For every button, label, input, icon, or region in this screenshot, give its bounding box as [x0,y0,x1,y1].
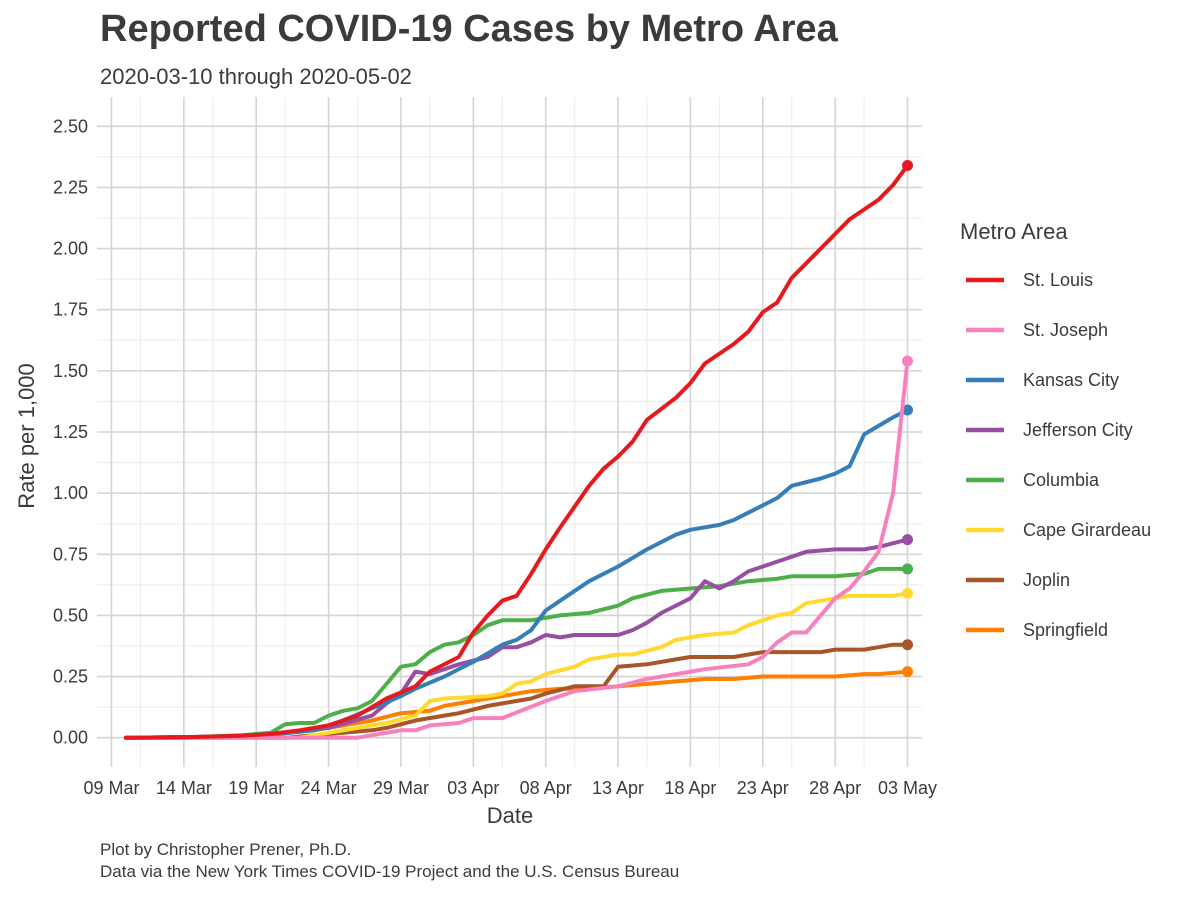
x-tick-label: 14 Mar [156,778,212,798]
legend-title: Metro Area [960,219,1068,244]
y-tick-label: 2.25 [53,177,88,197]
x-tick-label: 09 Mar [83,778,139,798]
series-endpoint-springfield [902,666,914,678]
series-line-st-joseph [123,359,910,740]
legend-label-columbia: Columbia [1023,470,1100,490]
x-tick-label: 28 Apr [809,778,861,798]
series-endpoint-columbia [902,563,914,575]
y-tick-label: 2.50 [53,116,88,136]
legend-label-cape-girardeau: Cape Girardeau [1023,520,1151,540]
x-tick-label: 24 Mar [301,778,357,798]
series-endpoint-jefferson-city [902,534,914,546]
y-tick-label: 1.25 [53,422,88,442]
x-tick-label: 19 Mar [228,778,284,798]
gridlines [97,97,922,767]
x-tick-label: 03 Apr [447,778,499,798]
x-tick-label: 18 Apr [664,778,716,798]
legend-label-jefferson-city: Jefferson City [1023,420,1133,440]
series-endpoint-st-louis [902,159,914,171]
x-tick-label: 23 Apr [737,778,789,798]
series-line-cape-girardeau [123,591,910,740]
y-tick-label: 1.00 [53,483,88,503]
x-axis-title: Date [487,803,533,828]
chart-subtitle: 2020-03-10 through 2020-05-02 [100,64,412,89]
x-tick-label: 29 Mar [373,778,429,798]
series-line-kansas-city [123,408,910,740]
series-line-joplin [123,642,910,740]
y-tick-label: 0.00 [53,728,88,748]
y-axis-title: Rate per 1,000 [14,363,39,509]
y-tick-label: 2.00 [53,239,88,259]
series-line-columbia [123,566,910,740]
legend-label-st-louis: St. Louis [1023,270,1093,290]
y-tick-label: 1.75 [53,300,88,320]
y-tick-label: 0.50 [53,605,88,625]
series-line-st-louis [123,163,910,740]
series-lines [123,159,914,740]
chart-title: Reported COVID-19 Cases by Metro Area [100,8,838,50]
caption-source: Data via the New York Times COVID-19 Pro… [100,862,680,881]
legend-label-kansas-city: Kansas City [1023,370,1119,390]
x-tick-label: 08 Apr [520,778,572,798]
series-endpoint-kansas-city [902,404,914,416]
legend-label-joplin: Joplin [1023,570,1070,590]
y-tick-label: 0.25 [53,667,88,687]
series-line-springfield [123,669,910,740]
y-tick-label: 0.75 [53,544,88,564]
y-tick-label: 1.50 [53,361,88,381]
y-axis-ticks: 0.00 0.25 0.50 0.75 1.00 1.25 1.50 1.75 2.00 2.25… [53,116,88,747]
series-endpoint-cape-girardeau [902,587,914,599]
x-tick-label: 03 May [878,778,937,798]
series-endpoint-joplin [902,639,914,651]
caption-credit: Plot by Christopher Prener, Ph.D. [100,840,352,859]
legend-label-springfield: Springfield [1023,620,1108,640]
x-axis-ticks: 09 Mar 14 Mar 19 Mar 24 Mar 29 Mar 03 Apr 08 A… [83,778,937,798]
legend: Metro Area St. Louis St. Joseph Kansas City… [960,219,1151,640]
x-tick-label: 13 Apr [592,778,644,798]
legend-label-st-joseph: St. Joseph [1023,320,1108,340]
series-endpoint-st-joseph [902,355,914,367]
